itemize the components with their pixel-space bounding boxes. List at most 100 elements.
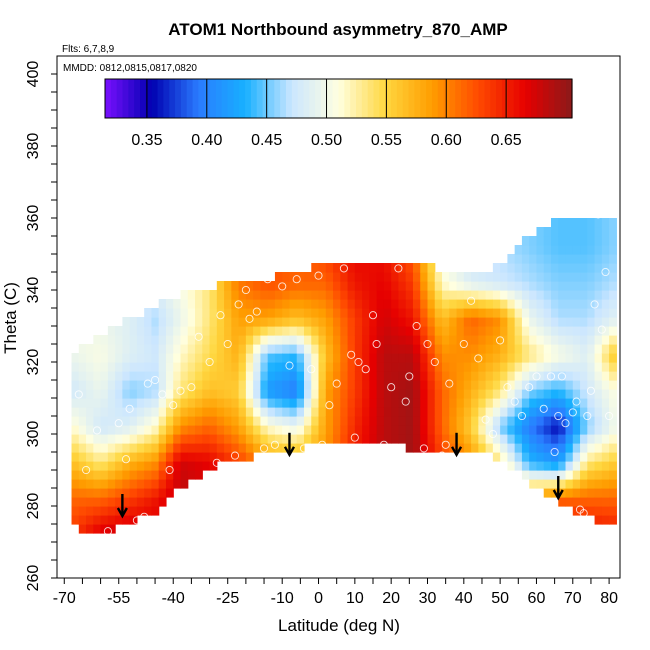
heatmap-cell	[529, 317, 538, 327]
heatmap-cell	[514, 299, 523, 309]
heatmap-cell	[180, 326, 189, 336]
heatmap-cell	[543, 479, 552, 489]
heatmap-cell	[107, 470, 116, 480]
heatmap-cell	[86, 353, 94, 363]
heatmap-cell	[115, 470, 123, 480]
sample-point	[488, 429, 497, 439]
heatmap-cell	[173, 416, 182, 426]
heatmap-cell	[115, 425, 123, 435]
sample-point	[169, 401, 178, 410]
heatmap-cell	[500, 344, 508, 354]
heatmap-cell	[442, 335, 450, 345]
heatmap-cell	[158, 362, 167, 372]
heatmap-cell	[391, 281, 400, 291]
heatmap-cell	[354, 407, 363, 417]
heatmap-cell	[514, 452, 523, 462]
heatmap-cell	[362, 389, 370, 399]
heatmap-cell	[354, 308, 363, 318]
heatmap-cell	[107, 452, 116, 462]
heatmap-cell	[71, 470, 80, 480]
heatmap-cell	[325, 272, 334, 282]
heatmap-cell	[187, 425, 196, 435]
heatmap-cell	[521, 236, 530, 246]
heatmap-cell	[420, 335, 429, 345]
heatmap-cell	[86, 497, 94, 507]
heatmap-cell	[405, 353, 414, 363]
heatmap-cell	[471, 398, 479, 408]
heatmap-cell	[333, 371, 341, 381]
heatmap-cell	[173, 434, 182, 444]
heatmap-cell	[587, 344, 596, 354]
heatmap-cell	[558, 353, 567, 363]
heatmap-cell	[78, 461, 87, 471]
sample-points	[74, 210, 614, 536]
heatmap-cell	[93, 452, 102, 462]
heatmap-cell	[136, 335, 145, 345]
heatmap-cell	[93, 443, 102, 453]
heatmap-cell	[311, 362, 320, 372]
heatmap-cell	[580, 488, 588, 498]
heatmap-cell	[173, 479, 182, 489]
heatmap-cell	[529, 263, 538, 273]
heatmap-cell	[485, 317, 494, 327]
colorbar-swatch	[169, 79, 176, 118]
heatmap-cell	[405, 344, 414, 354]
heatmap-cell	[594, 470, 603, 480]
heatmap-cell	[296, 335, 305, 345]
heatmap-cell	[405, 317, 414, 327]
heatmap-cell	[500, 407, 508, 417]
heatmap-cell	[420, 407, 429, 417]
heatmap-cell	[158, 470, 167, 480]
heatmap-cell	[318, 263, 327, 273]
heatmap-cell	[86, 461, 94, 471]
heatmap-cell	[195, 470, 203, 480]
heatmap-cell	[311, 326, 320, 336]
heatmap-cell	[129, 497, 138, 507]
heatmap-cell	[580, 443, 588, 453]
heatmap-cell	[165, 380, 174, 390]
heatmap-cell	[463, 317, 472, 327]
colorbar-swatch	[560, 79, 567, 118]
heatmap-cell	[136, 398, 145, 408]
heatmap-cell	[93, 335, 102, 345]
heatmap-cell	[442, 353, 450, 363]
heatmap-cell	[260, 434, 269, 444]
heatmap-cell	[601, 308, 610, 318]
heatmap-cell	[253, 380, 261, 390]
heatmap-cell	[398, 344, 407, 354]
heatmap-cell	[463, 344, 472, 354]
heatmap-cell	[369, 371, 378, 381]
heatmap-cell	[325, 299, 334, 309]
heatmap-cell	[173, 452, 182, 462]
heatmap-cell	[521, 254, 530, 264]
heatmap-cell	[100, 434, 109, 444]
heatmap-cell	[311, 398, 320, 408]
heatmap-cell	[580, 299, 588, 309]
heatmap-cell	[78, 407, 87, 417]
heatmap-cell	[565, 263, 574, 273]
heatmap-cell	[129, 371, 138, 381]
heatmap-cell	[580, 497, 588, 507]
heatmap-cell	[195, 416, 203, 426]
colorbar-swatch	[198, 79, 205, 118]
heatmap-cell	[333, 272, 341, 282]
heatmap-cell	[209, 353, 218, 363]
heatmap-cell	[245, 353, 254, 363]
heatmap-cell	[93, 434, 102, 444]
heatmap-cell	[333, 353, 341, 363]
heatmap-cell	[107, 398, 116, 408]
colorbar-swatch	[280, 79, 287, 118]
heatmap-cell	[202, 299, 211, 309]
heatmap-cell	[354, 389, 363, 399]
heatmap-cell	[129, 479, 138, 489]
heatmap-cell	[107, 461, 116, 471]
heatmap-cell	[289, 425, 298, 435]
heatmap-cell	[376, 263, 385, 273]
heatmap-cell	[311, 335, 320, 345]
heatmap-cell	[434, 443, 443, 453]
heatmap-cell	[267, 407, 276, 417]
sample-point	[187, 383, 196, 392]
heatmap-cell	[296, 425, 305, 435]
heatmap-cell	[398, 425, 407, 435]
sample-point	[176, 386, 185, 395]
